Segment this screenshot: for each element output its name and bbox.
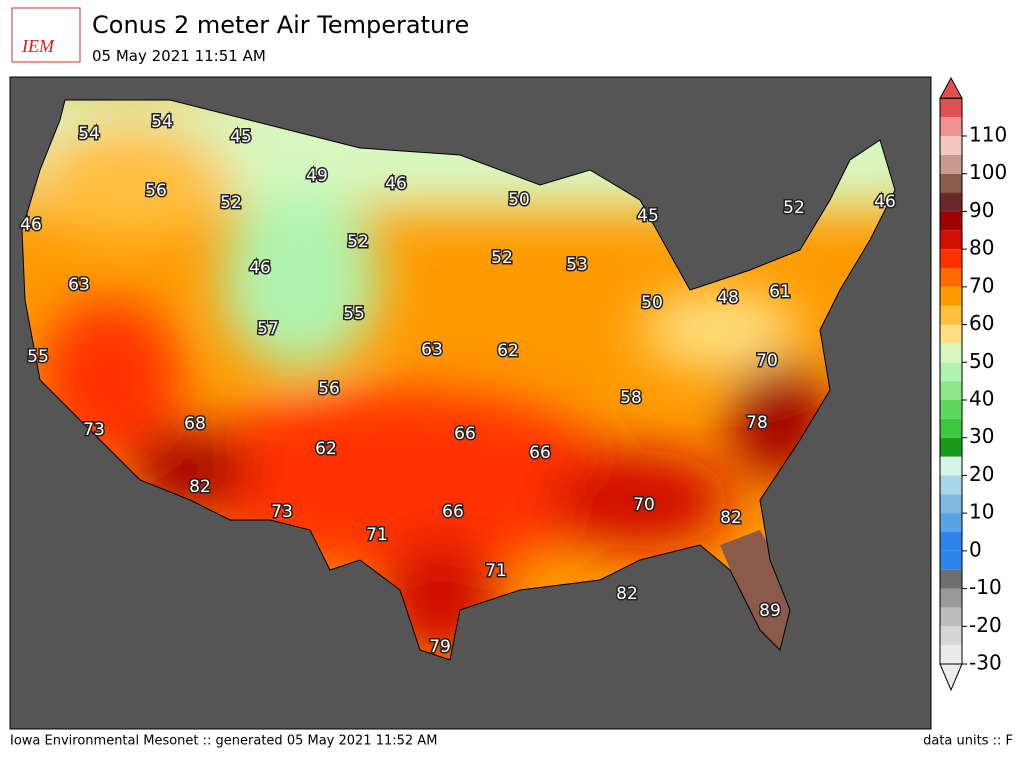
colorbar-tick-label: 50 — [969, 349, 994, 373]
colorbar-tick-label: 10 — [969, 500, 994, 524]
colorbar-bin — [940, 437, 962, 457]
logo-text: IEM — [21, 36, 55, 56]
title: Conus 2 meter Air Temperature — [92, 11, 469, 39]
temperature-label: 45 — [230, 127, 252, 147]
temperature-label: 52 — [347, 232, 369, 252]
colorbar-bin — [940, 626, 962, 646]
colorbar-bin — [940, 136, 962, 155]
temperature-label: 62 — [315, 439, 337, 459]
temperature-label: 56 — [145, 181, 167, 201]
temperature-label: 46 — [20, 215, 42, 235]
footer-left: Iowa Environmental Mesonet :: generated … — [10, 734, 437, 749]
colorbar-tick-label: 40 — [969, 387, 994, 411]
temperature-label: 63 — [68, 275, 90, 295]
temperature-label: 89 — [759, 601, 781, 621]
temperature-label: 82 — [720, 508, 742, 528]
temperature-label: 71 — [485, 561, 507, 581]
temperature-label: 55 — [27, 347, 49, 367]
temperature-label: 79 — [429, 637, 451, 657]
colorbar-bin — [940, 305, 962, 325]
colorbar-bin — [940, 324, 962, 344]
colorbar-bin — [940, 588, 962, 608]
temperature-label: 66 — [529, 443, 551, 463]
temperature-label: 62 — [497, 341, 519, 361]
temperature-label: 50 — [508, 190, 530, 210]
temperature-label: 71 — [366, 525, 388, 545]
colorbar-bin — [940, 230, 962, 250]
temperature-label: 52 — [220, 193, 242, 213]
colorbar-bin — [940, 286, 962, 306]
colorbar-bin — [940, 418, 962, 438]
temperature-label: 52 — [783, 198, 805, 218]
colorbar-bin — [940, 268, 962, 287]
temperature-label: 46 — [249, 258, 271, 278]
colorbar-bin — [940, 400, 962, 419]
temperature-label: 48 — [717, 288, 739, 308]
colorbar-tick-label: 0 — [969, 537, 982, 561]
colorbar-tick-label: -20 — [969, 613, 1002, 637]
colorbar-bin — [940, 211, 962, 231]
colorbar-bin — [940, 192, 962, 212]
colorbar-bin — [940, 117, 962, 136]
subtitle: 05 May 2021 11:51 AM — [92, 47, 266, 65]
colorbar-frame — [939, 97, 963, 665]
temperature-label: 73 — [83, 420, 105, 440]
colorbar-bin — [940, 532, 962, 551]
temperature-label: 78 — [746, 413, 768, 433]
temperature-label: 68 — [184, 414, 206, 434]
temperature-label: 46 — [874, 192, 896, 212]
colorbar-bin — [940, 173, 962, 193]
temperature-label: 58 — [620, 388, 642, 408]
colorbar-bin — [940, 494, 962, 514]
temperature-label: 52 — [491, 248, 513, 268]
colorbar-bin — [940, 475, 962, 495]
colorbar-bin — [940, 607, 962, 627]
temperature-label: 57 — [257, 319, 279, 339]
temperature-label: 55 — [343, 304, 365, 324]
colorbar-tick-label: 60 — [969, 311, 994, 335]
temperature-label: 61 — [769, 282, 791, 302]
colorbar-bin — [940, 154, 962, 174]
colorbar-tick-label: 80 — [969, 236, 994, 260]
colorbar-bin — [940, 362, 962, 382]
temperature-label: 53 — [566, 255, 588, 275]
colorbar-tick-label: 70 — [969, 273, 994, 297]
colorbar-tick-label: 30 — [969, 424, 994, 448]
temperature-label: 82 — [189, 477, 211, 497]
colorbar-tick-label: 20 — [969, 462, 994, 486]
temperature-label: 56 — [318, 379, 340, 399]
temperature-label: 70 — [633, 495, 655, 515]
colorbar-bin — [940, 513, 962, 532]
colorbar-tick-label: 110 — [969, 123, 1007, 147]
temperature-label: 45 — [637, 206, 659, 226]
colorbar-tick-label: -30 — [969, 651, 1002, 675]
temperature-label: 73 — [271, 502, 293, 522]
temperature-label: 49 — [306, 166, 328, 186]
colorbar-bin — [940, 569, 962, 589]
temperature-label: 66 — [454, 424, 476, 444]
colorbar-arrow — [939, 76, 963, 99]
temperature-label: 50 — [641, 293, 663, 313]
temperature-label: 66 — [442, 502, 464, 522]
temperature-label: 46 — [385, 174, 407, 194]
logo: IEM — [11, 7, 81, 63]
colorbar-bin — [940, 645, 962, 664]
temperature-label: 70 — [756, 351, 778, 371]
colorbar-bin — [940, 343, 962, 363]
temperature-label: 54 — [151, 112, 173, 132]
colorbar-tick-label: 100 — [969, 160, 1007, 184]
colorbar-bin — [940, 550, 962, 570]
temperature-label: 63 — [421, 340, 443, 360]
colorbar-bin — [940, 98, 962, 118]
colorbar-bin — [940, 249, 962, 268]
temperature-label: 82 — [616, 584, 638, 604]
colorbar-bin — [940, 381, 962, 400]
colorbar-bin — [940, 456, 962, 476]
colorbar-tick-label: 90 — [969, 198, 994, 222]
colorbar-tick-label: -10 — [969, 575, 1002, 599]
temperature-label: 54 — [78, 124, 100, 144]
colorbar-arrow — [939, 663, 963, 692]
footer-right: data units :: F — [923, 734, 1013, 749]
